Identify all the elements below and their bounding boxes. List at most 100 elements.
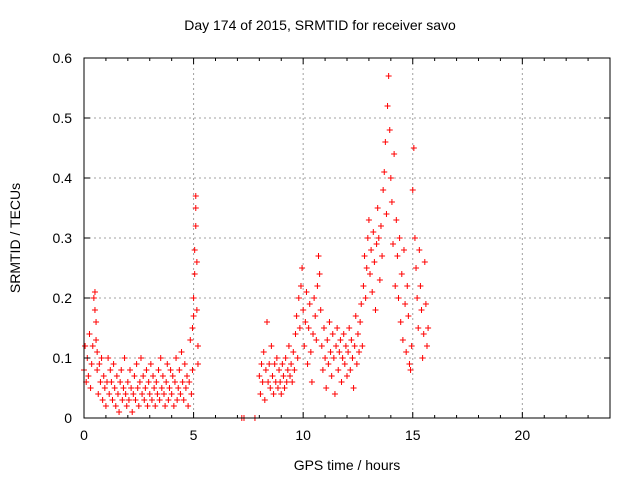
data-point — [347, 367, 354, 373]
chart-title: Day 174 of 2015, SRMTID for receiver sav… — [184, 17, 456, 33]
data-point — [406, 361, 413, 367]
data-point — [356, 349, 363, 355]
data-point — [98, 355, 105, 361]
data-point — [297, 283, 304, 289]
data-point — [369, 289, 376, 295]
data-point — [190, 295, 197, 301]
data-point — [184, 373, 191, 379]
data-point — [261, 397, 268, 403]
data-point — [95, 391, 102, 397]
data-point — [296, 325, 303, 331]
data-point — [326, 319, 333, 325]
data-point — [113, 373, 120, 379]
data-point — [163, 379, 170, 385]
y-axis-label: SRMTID / TECUs — [7, 182, 23, 294]
data-point — [414, 295, 421, 301]
data-point — [415, 325, 422, 331]
data-point — [325, 361, 332, 367]
data-point — [270, 391, 277, 397]
data-point — [91, 289, 98, 295]
data-point — [349, 355, 356, 361]
data-point — [333, 343, 340, 349]
data-point — [179, 379, 186, 385]
data-point — [117, 379, 124, 385]
data-point — [89, 343, 96, 349]
data-point — [307, 349, 314, 355]
y-tick-label: 0.5 — [53, 110, 73, 126]
data-point — [357, 319, 364, 325]
data-point — [360, 283, 367, 289]
data-point — [413, 265, 420, 271]
data-point — [408, 343, 415, 349]
data-point — [423, 343, 430, 349]
data-point — [324, 337, 331, 343]
data-point — [336, 349, 343, 355]
data-point — [361, 253, 368, 259]
data-point — [329, 331, 336, 337]
data-point — [377, 223, 384, 229]
data-point — [143, 367, 150, 373]
data-point — [331, 391, 338, 397]
data-point — [292, 331, 299, 337]
data-point — [330, 355, 337, 361]
data-point — [376, 277, 383, 283]
data-point — [100, 373, 107, 379]
data-point — [381, 169, 388, 175]
data-point — [315, 253, 322, 259]
data-point — [114, 391, 121, 397]
data-point — [393, 217, 400, 223]
data-point — [91, 307, 98, 313]
data-point — [320, 325, 327, 331]
data-point — [384, 103, 391, 109]
data-point — [410, 145, 417, 151]
data-point — [352, 313, 359, 319]
data-point — [176, 367, 183, 373]
data-point — [288, 361, 295, 367]
x-tick-label: 15 — [405, 427, 421, 443]
data-point — [400, 247, 407, 253]
data-point — [365, 217, 372, 223]
data-point — [112, 403, 119, 409]
data-point — [94, 367, 101, 373]
data-point — [340, 331, 347, 337]
data-point — [109, 397, 116, 403]
data-point — [99, 397, 106, 403]
data-point — [133, 361, 140, 367]
data-point — [192, 223, 199, 229]
data-point — [392, 283, 399, 289]
data-point — [180, 397, 187, 403]
data-point — [301, 343, 308, 349]
data-point — [422, 301, 429, 307]
data-point — [177, 391, 184, 397]
data-point — [157, 355, 164, 361]
data-point — [291, 367, 298, 373]
data-point — [168, 391, 175, 397]
data-point — [154, 391, 161, 397]
x-tick-label: 0 — [80, 427, 88, 443]
data-point — [289, 379, 296, 385]
data-point — [139, 391, 146, 397]
data-point — [122, 391, 129, 397]
data-point — [295, 295, 302, 301]
axis-ticks: 0 5 10 15 20 0 0.1 0.2 0.3 0.4 0.5 0.6 — [53, 50, 610, 443]
data-point — [85, 373, 92, 379]
data-point — [191, 271, 198, 277]
data-point — [318, 343, 325, 349]
data-point — [351, 343, 358, 349]
data-point — [421, 259, 428, 265]
data-point — [397, 319, 404, 325]
data-point — [136, 379, 143, 385]
data-point — [111, 385, 118, 391]
data-point — [323, 385, 330, 391]
data-point — [166, 385, 173, 391]
data-point — [294, 355, 301, 361]
data-point — [419, 355, 426, 361]
data-point — [383, 211, 390, 217]
data-point — [106, 391, 113, 397]
data-point — [396, 235, 403, 241]
data-point — [411, 235, 418, 241]
data-point — [194, 343, 201, 349]
data-point — [316, 271, 323, 277]
data-point — [342, 343, 349, 349]
data-point — [127, 367, 134, 373]
